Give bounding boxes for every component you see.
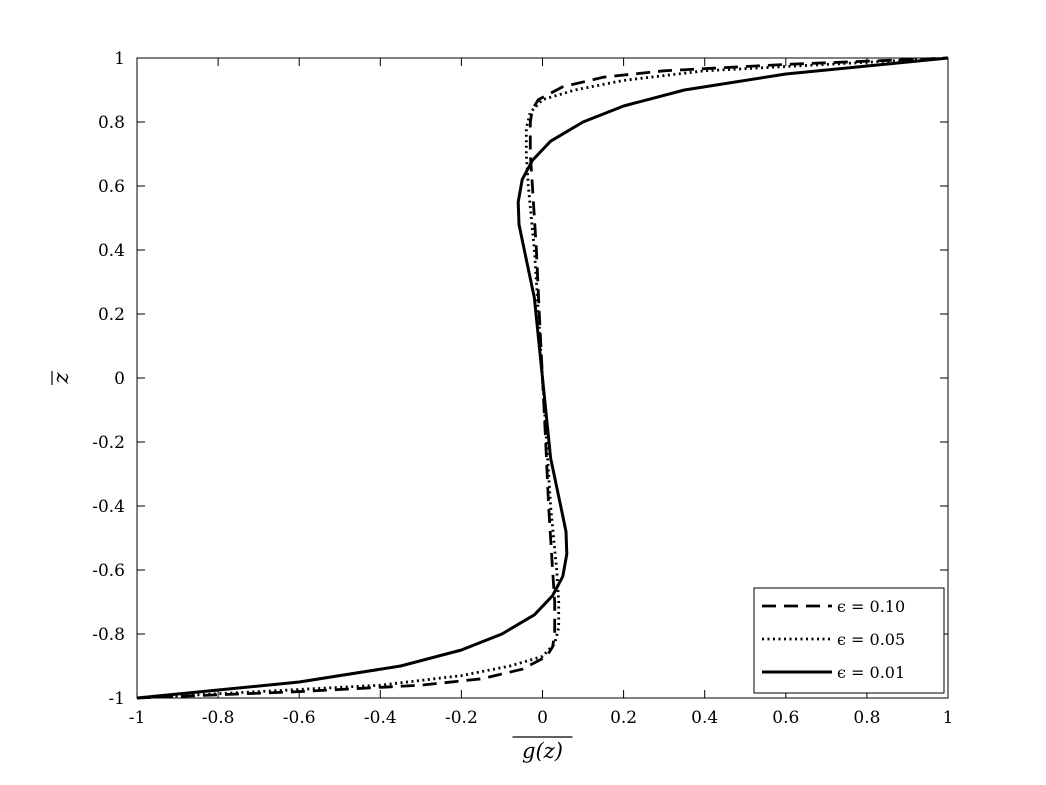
legend-label: ϵ = 0.05 <box>837 630 905 649</box>
x-tick-label: 0.8 <box>853 708 880 728</box>
y-tick-label: 0.4 <box>98 241 125 261</box>
y-axis-title: z <box>49 371 73 385</box>
x-tick-label: 0.6 <box>772 708 799 728</box>
y-tick-label: 0 <box>114 369 125 389</box>
legend-items: ϵ = 0.10 ϵ = 0.05 ϵ = 0.01 <box>762 597 905 682</box>
tick-labels: -1 -0.8 -0.6 -0.4 -0.2 0 0.2 0.4 0.6 0.8 1 -1 -0.8 -0… <box>92 49 953 728</box>
x-tick-label: -0.6 <box>283 708 316 728</box>
y-tick-label: -0.2 <box>92 433 125 453</box>
x-axis-title: g(z) <box>512 736 573 763</box>
x-tick-label: -0.2 <box>445 708 478 728</box>
x-tick-label: 1 <box>943 708 954 728</box>
x-tick-label: 0.2 <box>610 708 637 728</box>
y-tick-label: -0.4 <box>92 497 125 517</box>
legend-label: ϵ = 0.10 <box>837 597 905 616</box>
x-tick-label: 0.4 <box>691 708 718 728</box>
y-tick-label: 0.8 <box>98 113 125 133</box>
legend: ϵ = 0.10 ϵ = 0.05 ϵ = 0.01 <box>753 587 945 694</box>
y-tick-label: -1 <box>108 689 125 709</box>
y-tick-label: -0.6 <box>92 561 125 581</box>
x-tick-label: 0 <box>537 708 548 728</box>
x-axis-label: g(z) <box>522 739 563 763</box>
y-tick-label: 0.6 <box>98 177 125 197</box>
plot-series <box>136 56 949 700</box>
x-tick-label: -1 <box>129 708 146 728</box>
y-axis-label: z <box>49 372 73 385</box>
y-tick-label: -0.8 <box>92 625 125 645</box>
x-tick-label: -0.4 <box>364 708 397 728</box>
ticks <box>136 57 949 699</box>
legend-label: ϵ = 0.01 <box>837 663 905 682</box>
y-tick-label: 1 <box>114 49 125 69</box>
x-tick-label: -0.8 <box>202 708 235 728</box>
series-line-solid <box>136 56 949 700</box>
y-tick-label: 0.2 <box>98 305 125 325</box>
